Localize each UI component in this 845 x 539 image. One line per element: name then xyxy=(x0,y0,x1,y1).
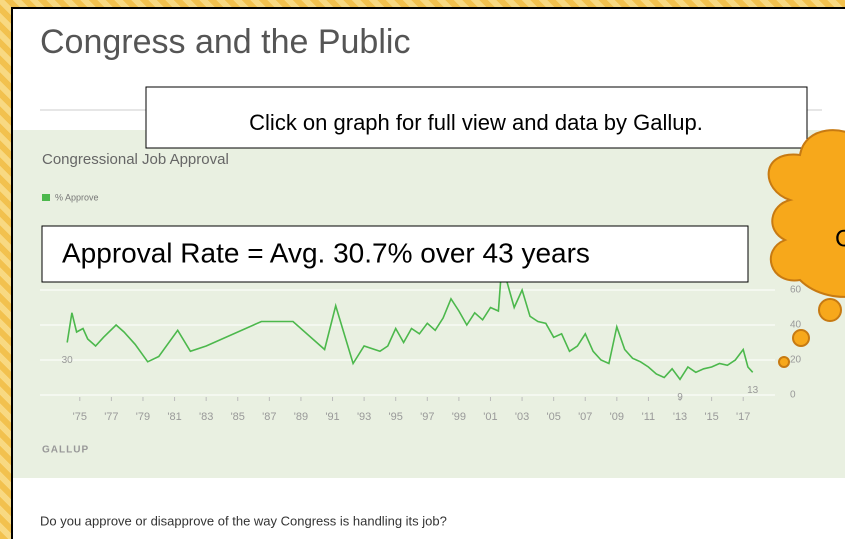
x-tick-label: '95 xyxy=(389,411,403,423)
x-tick-label: '07 xyxy=(578,411,592,423)
thought-bubble xyxy=(767,129,845,368)
legend-swatch xyxy=(42,194,50,201)
y-tick-label: 20 xyxy=(790,355,802,366)
value-label: 30 xyxy=(62,355,74,366)
x-tick-label: '03 xyxy=(515,411,529,423)
x-tick-label: '13 xyxy=(673,411,687,423)
x-tick-label: '87 xyxy=(262,411,276,423)
x-tick-label: '17 xyxy=(736,411,750,423)
x-tick-label: '99 xyxy=(452,411,466,423)
question: Do you approve or disapprove of the way … xyxy=(40,513,447,528)
x-tick-label: '01 xyxy=(483,411,497,423)
x-tick-label: '79 xyxy=(136,411,150,423)
x-tick-label: '93 xyxy=(357,411,371,423)
value-label: 13 xyxy=(747,385,759,396)
legend-label: % Approve xyxy=(55,192,99,202)
x-tick-label: '83 xyxy=(199,411,213,423)
x-tick-label: '81 xyxy=(167,411,181,423)
y-tick-label: 60 xyxy=(790,285,802,296)
page-title: Congress and the Public xyxy=(40,23,410,61)
chart-panel[interactable] xyxy=(13,130,845,478)
x-tick-label: '09 xyxy=(610,411,624,423)
x-tick-label: '15 xyxy=(704,411,718,423)
x-tick-label: '97 xyxy=(420,411,434,423)
x-tick-label: '77 xyxy=(104,411,118,423)
bubble-text: C xyxy=(835,225,845,252)
callout-box xyxy=(145,86,808,149)
y-tick-label: 40 xyxy=(790,320,802,331)
x-tick-label: '75 xyxy=(73,411,87,423)
callout-text: Click on graph for full view and data by… xyxy=(249,110,703,135)
chart-title: Congressional Job Approval xyxy=(42,151,229,168)
x-tick-label: '91 xyxy=(325,411,339,423)
note-text: Approval Rate = Avg. 30.7% over 43 years xyxy=(62,237,590,268)
note-box xyxy=(41,225,749,283)
x-tick-label: '89 xyxy=(294,411,308,423)
x-tick-label: '05 xyxy=(546,411,560,423)
y-tick-label: 0 xyxy=(790,390,796,401)
x-tick-label: '85 xyxy=(231,411,245,423)
x-tick-label: '11 xyxy=(642,411,656,423)
line xyxy=(66,247,754,381)
value-label: 9 xyxy=(677,392,683,403)
source: GALLUP xyxy=(42,445,89,456)
